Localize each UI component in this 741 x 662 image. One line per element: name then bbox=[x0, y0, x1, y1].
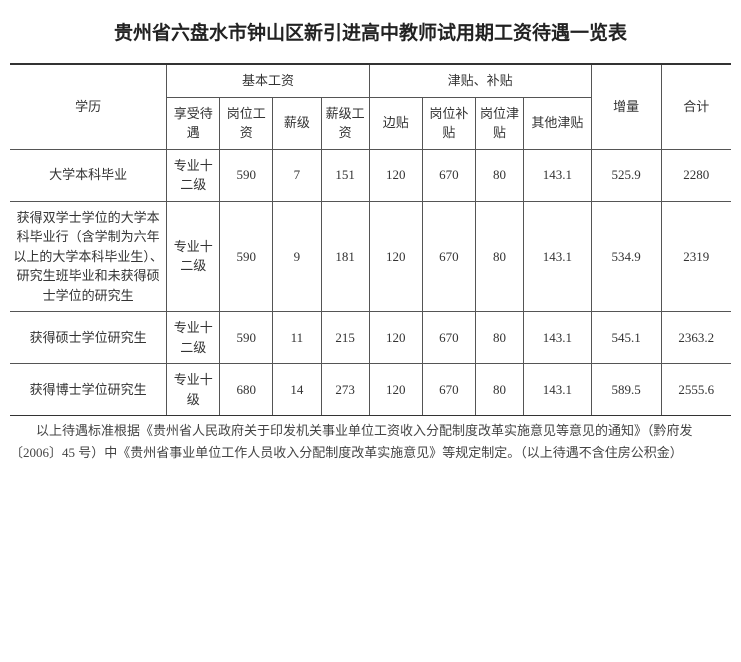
cell-border-subsidy: 120 bbox=[369, 201, 422, 312]
cell-post-wage: 680 bbox=[220, 364, 273, 416]
header-border-subsidy: 边贴 bbox=[369, 97, 422, 149]
cell-border-subsidy: 120 bbox=[369, 364, 422, 416]
cell-other-allowance: 143.1 bbox=[524, 201, 592, 312]
header-post-subsidy: 岗位补贴 bbox=[422, 97, 475, 149]
cell-total: 2319 bbox=[661, 201, 731, 312]
cell-border-subsidy: 120 bbox=[369, 149, 422, 201]
cell-post-subsidy: 670 bbox=[422, 364, 475, 416]
cell-total: 2555.6 bbox=[661, 364, 731, 416]
cell-post-allowance: 80 bbox=[475, 149, 523, 201]
header-basic-wage-group: 基本工资 bbox=[167, 64, 370, 97]
cell-other-allowance: 143.1 bbox=[524, 149, 592, 201]
cell-pay-grade: 11 bbox=[273, 312, 321, 364]
table-row: 获得双学士学位的大学本科毕业行（含学制为六年以上的大学本科毕业生）、研究生班毕业… bbox=[10, 201, 731, 312]
cell-increment: 545.1 bbox=[591, 312, 661, 364]
cell-treatment: 专业十二级 bbox=[167, 312, 220, 364]
header-total: 合计 bbox=[661, 64, 731, 149]
cell-pay-grade-wage: 273 bbox=[321, 364, 369, 416]
header-pay-grade-wage: 薪级工资 bbox=[321, 97, 369, 149]
cell-total: 2363.2 bbox=[661, 312, 731, 364]
header-other-allowance: 其他津贴 bbox=[524, 97, 592, 149]
cell-pay-grade-wage: 215 bbox=[321, 312, 369, 364]
cell-treatment: 专业十级 bbox=[167, 364, 220, 416]
cell-education: 大学本科毕业 bbox=[10, 149, 167, 201]
cell-post-subsidy: 670 bbox=[422, 312, 475, 364]
cell-education: 获得博士学位研究生 bbox=[10, 364, 167, 416]
cell-education: 获得双学士学位的大学本科毕业行（含学制为六年以上的大学本科毕业生）、研究生班毕业… bbox=[10, 201, 167, 312]
header-treatment: 享受待遇 bbox=[167, 97, 220, 149]
cell-total: 2280 bbox=[661, 149, 731, 201]
cell-increment: 534.9 bbox=[591, 201, 661, 312]
cell-post-allowance: 80 bbox=[475, 201, 523, 312]
page-title: 贵州省六盘水市钟山区新引进高中教师试用期工资待遇一览表 bbox=[10, 18, 731, 45]
cell-pay-grade: 14 bbox=[273, 364, 321, 416]
cell-post-allowance: 80 bbox=[475, 312, 523, 364]
cell-post-allowance: 80 bbox=[475, 364, 523, 416]
cell-education: 获得硕士学位研究生 bbox=[10, 312, 167, 364]
cell-treatment: 专业十二级 bbox=[167, 149, 220, 201]
salary-table: 学历 基本工资 津贴、补贴 增量 合计 享受待遇 岗位工资 薪级 薪级工资 边贴… bbox=[10, 63, 731, 416]
cell-treatment: 专业十二级 bbox=[167, 201, 220, 312]
header-education: 学历 bbox=[10, 64, 167, 149]
cell-post-wage: 590 bbox=[220, 149, 273, 201]
header-allowance-group: 津贴、补贴 bbox=[369, 64, 591, 97]
cell-post-subsidy: 670 bbox=[422, 149, 475, 201]
header-post-wage: 岗位工资 bbox=[220, 97, 273, 149]
cell-pay-grade: 9 bbox=[273, 201, 321, 312]
cell-border-subsidy: 120 bbox=[369, 312, 422, 364]
cell-other-allowance: 143.1 bbox=[524, 312, 592, 364]
cell-increment: 589.5 bbox=[591, 364, 661, 416]
table-row: 获得博士学位研究生 专业十级 680 14 273 120 670 80 143… bbox=[10, 364, 731, 416]
cell-post-wage: 590 bbox=[220, 201, 273, 312]
header-pay-grade: 薪级 bbox=[273, 97, 321, 149]
cell-pay-grade-wage: 181 bbox=[321, 201, 369, 312]
cell-pay-grade: 7 bbox=[273, 149, 321, 201]
cell-post-subsidy: 670 bbox=[422, 201, 475, 312]
table-row: 大学本科毕业 专业十二级 590 7 151 120 670 80 143.1 … bbox=[10, 149, 731, 201]
cell-pay-grade-wage: 151 bbox=[321, 149, 369, 201]
cell-post-wage: 590 bbox=[220, 312, 273, 364]
cell-other-allowance: 143.1 bbox=[524, 364, 592, 416]
footnote-text: 以上待遇标准根据《贵州省人民政府关于印发机关事业单位工资收入分配制度改革实施意见… bbox=[10, 420, 731, 464]
table-row: 获得硕士学位研究生 专业十二级 590 11 215 120 670 80 14… bbox=[10, 312, 731, 364]
cell-increment: 525.9 bbox=[591, 149, 661, 201]
header-increment: 增量 bbox=[591, 64, 661, 149]
header-post-allowance: 岗位津贴 bbox=[475, 97, 523, 149]
